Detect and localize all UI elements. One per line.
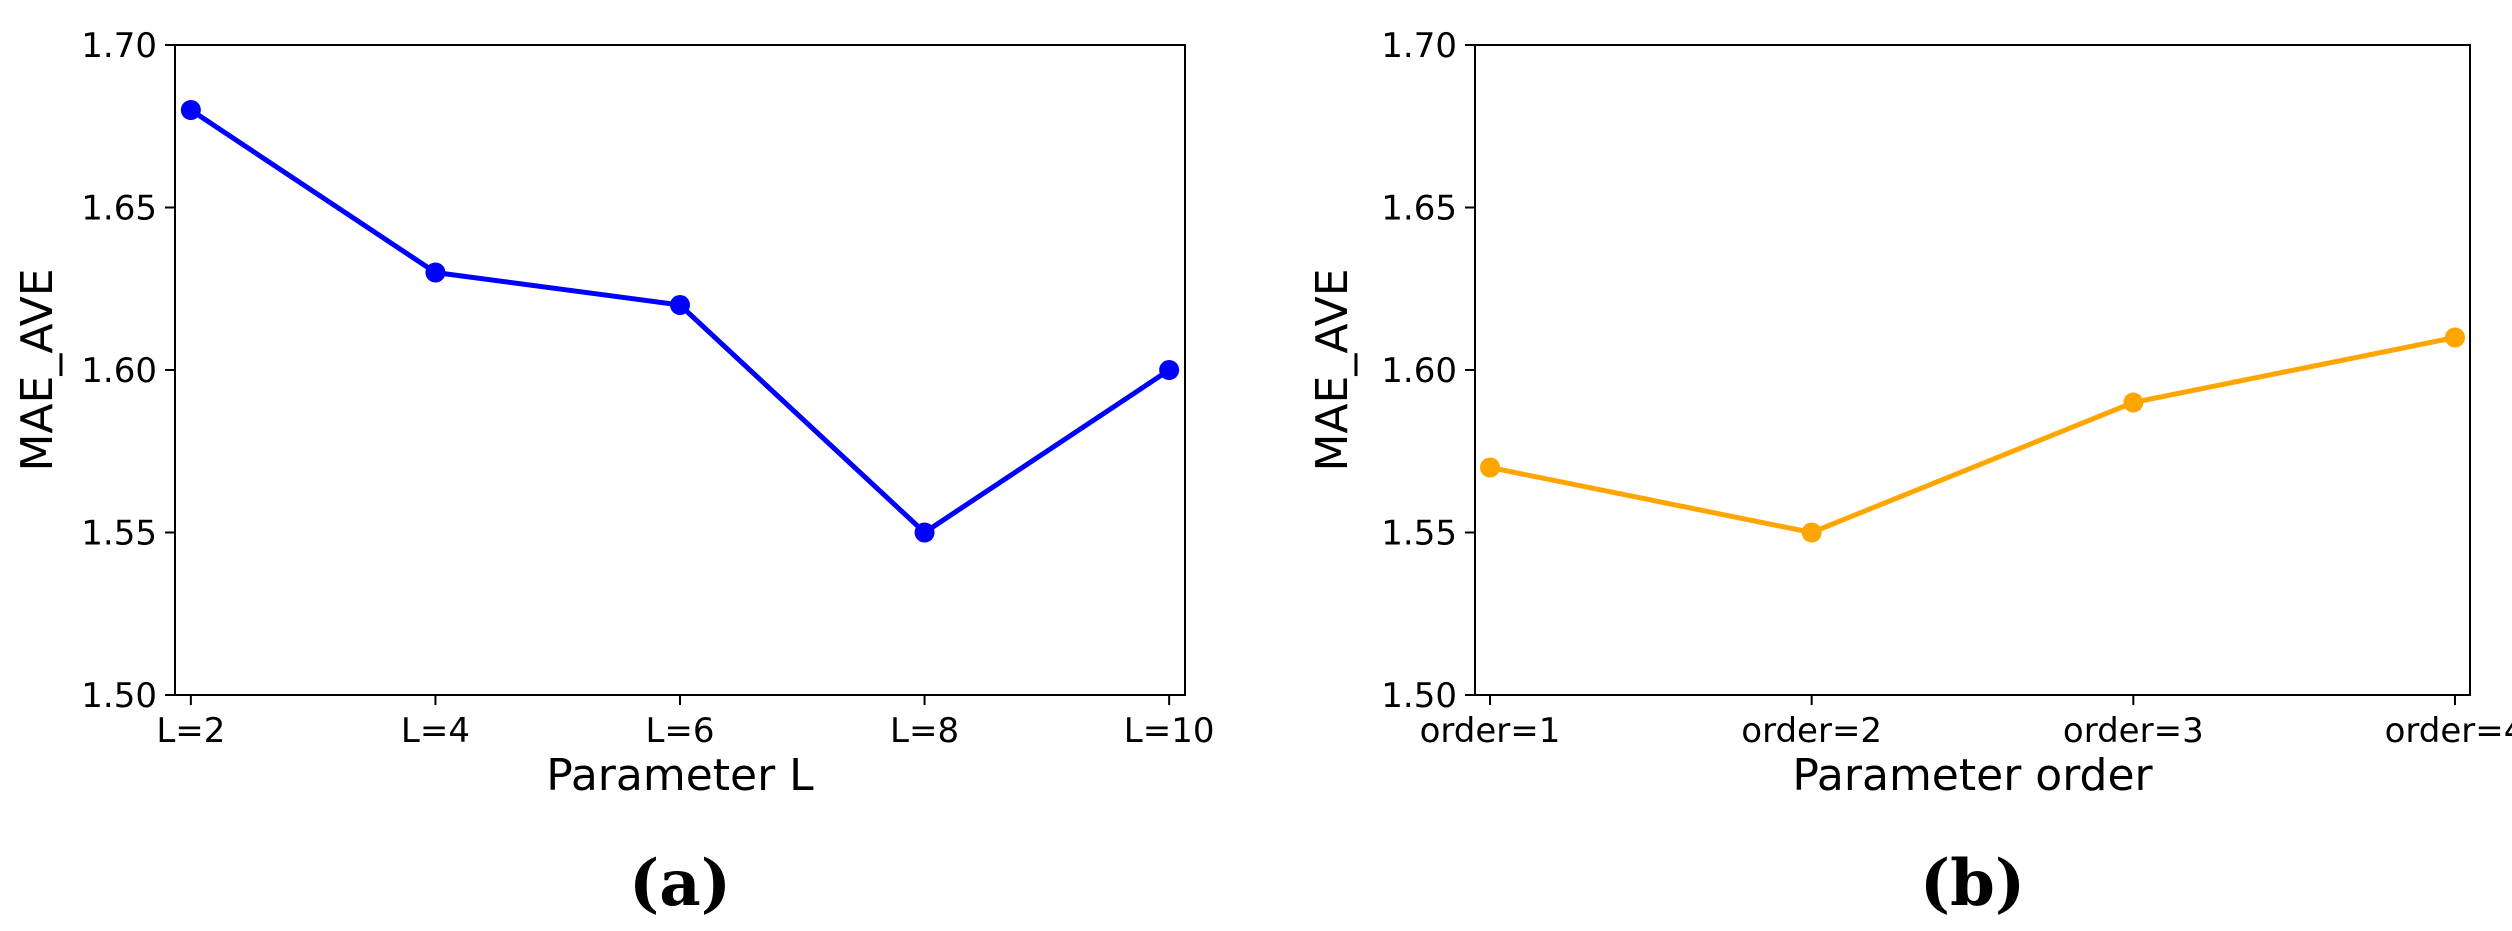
data-point (2123, 392, 2144, 413)
data-point (914, 522, 935, 543)
series-line (1489, 335, 2456, 535)
data-point (180, 100, 201, 120)
chart-panel-b: 1.501.551.601.651.70 order=1 order=2 order… (1307, 26, 2512, 921)
series-layer (180, 100, 1180, 543)
x-tick-label: order=2 (1741, 711, 1882, 751)
plot-frame (174, 44, 1186, 696)
data-point (1801, 522, 1822, 543)
x-axis-ticks: order=1 order=2 order=3 order=4 (1420, 695, 2512, 751)
x-tick-label: L=2 (156, 711, 225, 751)
x-tick-label: L=6 (645, 711, 714, 751)
x-tick-label: L=4 (401, 711, 470, 751)
y-axis-ticks: 1.50 1.55 1.60 1.65 1.70 (81, 26, 175, 716)
x-tick-label: order=1 (1420, 711, 1561, 751)
x-axis-ticks: L=2 L=4 L=6 L=8 L=10 (156, 695, 1214, 751)
x-tick-label: order=3 (2063, 711, 2204, 751)
y-tick-label: 1.70 (81, 26, 157, 66)
panel-label: (b) (1920, 846, 2025, 921)
y-tick-label: 1.65 (1381, 189, 1457, 229)
data-point (1480, 457, 1501, 478)
x-tick-label: L=8 (890, 711, 959, 751)
y-tick-label: 1.55 (1381, 514, 1457, 554)
x-tick-label: L=10 (1124, 711, 1215, 751)
data-point (670, 295, 690, 315)
y-tick-label: 1.60 (81, 351, 157, 391)
chart-panel-a: 1.50 1.55 1.60 1.65 1.70 L=2 L=4 L=6 L=8 L=10 MA… (12, 26, 1214, 921)
series-layer (1480, 327, 2465, 543)
plot-frame (1474, 44, 2471, 696)
data-point (2444, 327, 2465, 348)
x-tick-label: order=4 (2385, 711, 2512, 751)
y-tick-label: 1.60 (1381, 351, 1457, 391)
y-tick-label: 1.65 (81, 189, 157, 229)
y-tick-label: 1.55 (81, 514, 157, 554)
y-tick-label: 1.70 (1381, 26, 1457, 66)
y-tick-label: 1.50 (1381, 676, 1457, 716)
y-axis-ticks: 1.50 1.55 1.60 1.65 1.70 (1381, 26, 1475, 716)
data-point (425, 262, 446, 283)
y-tick-label: 1.50 (81, 676, 157, 716)
y-axis-title: MAE_AVE (12, 268, 63, 471)
panel-label: (a) (629, 846, 731, 921)
x-axis-title: Parameter L (546, 750, 814, 801)
data-point (1159, 360, 1180, 380)
y-axis-title: MAE_AVE (1307, 268, 1358, 471)
x-axis-title: Parameter order (1792, 750, 2153, 801)
